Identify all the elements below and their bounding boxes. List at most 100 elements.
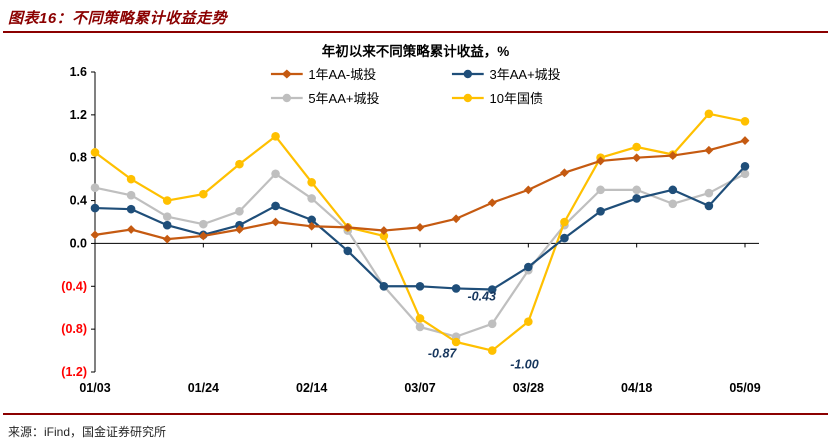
data-point xyxy=(415,322,425,332)
figure-header: 图表16：不同策略累计收益走势 xyxy=(0,0,831,31)
data-point xyxy=(126,225,136,234)
data-point xyxy=(596,206,605,216)
data-point xyxy=(307,215,316,225)
series-line xyxy=(94,172,746,338)
data-point xyxy=(126,174,136,184)
data-point xyxy=(415,314,425,323)
series-1年AA-城投 xyxy=(90,136,750,244)
data-point xyxy=(596,156,605,166)
data-point xyxy=(487,319,497,329)
data-point xyxy=(487,346,497,355)
data-point xyxy=(90,183,100,193)
data-point xyxy=(271,131,280,141)
data-point xyxy=(451,214,461,224)
data-point xyxy=(379,231,389,241)
data-point xyxy=(90,203,100,213)
data-point xyxy=(271,169,280,179)
data-point xyxy=(740,169,750,179)
bottom-divider xyxy=(3,413,828,415)
annotation: -0.87 xyxy=(428,347,458,361)
x-tick-label: 03/28 xyxy=(513,381,544,395)
data-point xyxy=(451,284,461,293)
legend: 1年AA-城投 3年AA+城投 5年AA+城投 xyxy=(270,64,561,107)
data-point xyxy=(632,153,642,163)
legend-label: 5年AA+城投 xyxy=(308,91,380,106)
data-point xyxy=(596,185,605,195)
data-point xyxy=(307,194,316,203)
series-10年国债 xyxy=(90,109,750,355)
source-note: 来源：iFind，国金证券研究所 xyxy=(8,425,167,439)
data-point xyxy=(415,222,425,232)
chart-title: 年初以来不同策略累计收益，% xyxy=(321,44,510,59)
data-point xyxy=(307,178,316,187)
annotation: -1.00 xyxy=(510,358,539,372)
data-point xyxy=(379,281,389,291)
circle-marker-icon xyxy=(270,93,303,102)
x-tick-label: 01/24 xyxy=(188,381,219,395)
data-point xyxy=(90,148,100,157)
x-tick-label: 03/07 xyxy=(404,381,435,395)
data-point xyxy=(162,212,172,221)
data-point xyxy=(343,246,353,256)
x-tick-label: 04/18 xyxy=(621,381,652,395)
data-point xyxy=(271,217,280,227)
data-point xyxy=(126,190,136,200)
data-point xyxy=(126,204,136,214)
legend-item-10y-treasury: 10年国债 xyxy=(451,88,561,107)
data-point xyxy=(668,185,678,195)
data-point xyxy=(740,116,750,126)
data-point xyxy=(379,226,389,235)
circle-marker-icon xyxy=(451,69,484,78)
data-point xyxy=(271,201,280,211)
data-point xyxy=(523,185,533,195)
legend-item-5y-aa-plus: 5年AA+城投 xyxy=(270,88,380,107)
data-point xyxy=(235,225,244,234)
diamond-marker-icon xyxy=(270,69,303,78)
data-point xyxy=(307,221,317,231)
y-tick-label: (0.4) xyxy=(61,279,87,293)
x-tick-label: 01/03 xyxy=(79,381,110,395)
data-point xyxy=(162,196,172,205)
legend-item-1y-aa-minus: 1年AA-城投 xyxy=(270,64,379,83)
chart-area: 1.6 1.2 0.8 0.4 0.0 (0.4) (0.8) (1.2) 01/03 01/24… xyxy=(0,60,831,413)
data-point xyxy=(235,159,244,169)
y-tick-label: 1.2 xyxy=(70,108,87,122)
y-tick-label: 0.4 xyxy=(70,194,87,208)
legend-label: 10年国债 xyxy=(489,91,543,106)
y-tick-label: (1.2) xyxy=(61,365,87,379)
data-point xyxy=(704,201,714,211)
chart-plot: 1.6 1.2 0.8 0.4 0.0 (0.4) (0.8) (1.2) 01/03 01/24… xyxy=(61,65,760,395)
data-point xyxy=(199,189,208,199)
y-tick-label: 0.8 xyxy=(70,151,87,165)
data-point xyxy=(740,136,750,145)
circle-marker-icon xyxy=(451,93,484,102)
x-tick-label: 02/14 xyxy=(296,381,327,395)
annotation: -0.43 xyxy=(468,290,497,304)
y-tick-label: (0.8) xyxy=(61,322,87,336)
data-point xyxy=(198,231,208,241)
data-point xyxy=(90,230,100,240)
data-point xyxy=(632,185,641,195)
data-point xyxy=(668,199,678,209)
data-point xyxy=(704,109,714,119)
data-point xyxy=(199,219,208,229)
legend-item-3y-aa-plus: 3年AA+城投 xyxy=(451,64,561,83)
y-tick-label: 0.0 xyxy=(70,236,87,250)
y-tick-label: 1.6 xyxy=(70,65,87,79)
data-point xyxy=(632,194,641,203)
data-point xyxy=(560,168,569,178)
legend-label: 1年AA-城投 xyxy=(308,67,377,82)
legend-label: 3年AA+城投 xyxy=(489,67,561,82)
data-point xyxy=(524,262,533,272)
data-point xyxy=(162,234,172,244)
data-point xyxy=(415,281,425,291)
data-point xyxy=(740,161,750,171)
data-point xyxy=(162,220,172,230)
data-point xyxy=(487,198,497,208)
top-divider xyxy=(3,31,828,33)
data-point xyxy=(632,142,641,152)
data-point xyxy=(451,337,461,347)
data-point xyxy=(560,233,569,243)
data-point xyxy=(524,317,533,326)
